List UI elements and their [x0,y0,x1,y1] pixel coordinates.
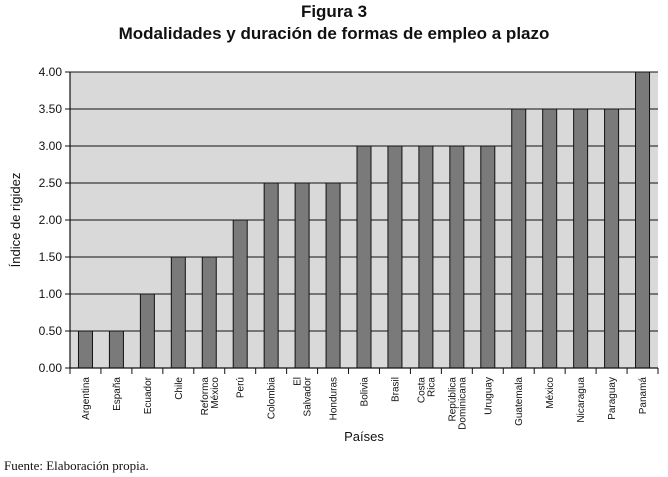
bar [604,108,620,369]
x-tick-label: Nicaragua [576,377,587,423]
svg-text:Bolivia: Bolivia [360,377,371,407]
x-tick-label: México [545,377,556,409]
bar [387,145,403,369]
svg-text:Ecuador: Ecuador [143,376,154,414]
y-tick-label: 1.00 [39,287,63,301]
svg-text:Perú: Perú [236,377,247,398]
svg-text:República: República [447,377,458,422]
bar [356,145,372,369]
x-tick-label: Ecuador [143,376,154,414]
y-tick-label: 0.00 [39,361,63,375]
bar [139,293,155,369]
y-tick-label: 2.50 [39,176,63,190]
y-tick-label: 3.50 [39,102,63,116]
y-tick-label: 3.00 [39,139,63,153]
svg-text:Paraguay: Paraguay [607,377,618,420]
bar [294,182,310,369]
svg-text:México: México [545,377,556,409]
svg-text:Argentina: Argentina [81,377,92,420]
bar [480,145,496,369]
x-axis-ticks: Argentina España Ecuador Chile Reforma México… [69,368,659,430]
svg-text:Costa: Costa [416,377,427,404]
y-axis-label: Índice de rigidez [8,173,23,268]
svg-text:Dominicana: Dominicana [457,377,468,430]
svg-text:España: España [112,377,123,411]
svg-text:El: El [293,377,304,386]
bars [77,71,651,369]
svg-text:Reforma: Reforma [200,377,211,416]
x-tick-label: Colombia [267,377,278,420]
svg-text:Honduras: Honduras [329,377,340,420]
x-tick-label: Costa Rica [416,377,437,404]
x-tick-label: El Salvador [293,376,314,416]
svg-text:Colombia: Colombia [267,377,278,420]
x-tick-label: España [112,377,123,411]
bar [170,256,186,369]
svg-text:Guatemala: Guatemala [514,377,525,426]
x-tick-label: Bolivia [360,377,371,407]
svg-text:Panamá: Panamá [638,377,649,415]
bar [542,108,558,369]
bar [77,330,93,369]
bar [325,182,341,369]
y-tick-label: 1.50 [39,250,63,264]
bar [573,108,589,369]
svg-text:Rica: Rica [426,377,437,397]
svg-text:Uruguay: Uruguay [483,377,494,415]
x-axis-label: Países [344,429,384,444]
svg-text:México: México [210,377,221,409]
x-tick-label: Panamá [638,377,649,415]
source-note: Fuente: Elaboración propia. [4,458,149,473]
svg-text:Salvador: Salvador [303,376,314,416]
bar [232,219,248,369]
chart-title: Modalidades y duración de formas de empl… [118,24,550,43]
x-tick-label: Guatemala [514,377,525,426]
y-tick-label: 0.50 [39,324,63,338]
svg-text:Nicaragua: Nicaragua [576,377,587,423]
y-tick-label: 2.00 [39,213,63,227]
x-tick-label: Uruguay [483,377,494,415]
x-tick-label: Argentina [81,377,92,420]
bar [108,330,124,369]
bar [263,182,279,369]
figure-label: Figura 3 [300,2,368,21]
y-axis-ticks: 0.00 0.50 1.00 1.50 2.00 2.50 3.00 3.50 4.00 [39,65,70,375]
bar [418,145,434,369]
x-tick-label: Chile [174,377,185,400]
x-tick-label: Perú [236,377,247,398]
bar [201,256,217,369]
x-tick-label: República Dominicana [447,377,468,430]
x-tick-label: Reforma México [200,377,221,416]
bar [635,71,651,369]
bar [511,108,527,369]
x-tick-label: Paraguay [607,377,618,420]
y-tick-label: 4.00 [39,65,63,79]
svg-text:Brasil: Brasil [390,377,401,402]
x-tick-label: Honduras [329,377,340,420]
x-tick-label: Brasil [390,377,401,402]
svg-text:Chile: Chile [174,377,185,400]
bar-chart: 0.00 0.50 1.00 1.50 2.00 2.50 3.00 3.50 4.00 Arg… [8,65,659,444]
bar [449,145,465,369]
